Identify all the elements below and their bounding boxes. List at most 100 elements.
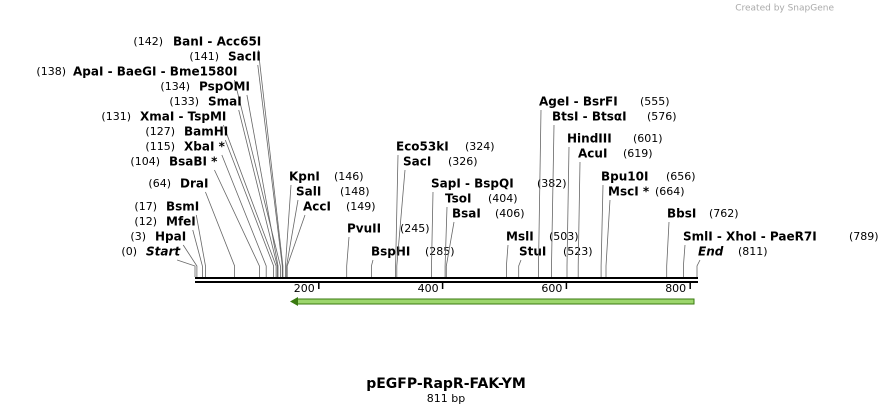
- enzyme-name: MfeI: [166, 215, 196, 229]
- enzyme-name: SacII: [228, 50, 261, 64]
- enzyme-line: [234, 79, 281, 277]
- enzyme-position: (406): [495, 207, 525, 220]
- enzyme-position: (141): [189, 50, 219, 63]
- enzyme-line: [696, 259, 701, 277]
- enzyme-line: [257, 64, 283, 277]
- enzyme-name: BsaI: [452, 207, 481, 221]
- enzyme-line: [223, 124, 277, 277]
- enzyme-line: [177, 259, 196, 277]
- feature-arrow: [290, 297, 695, 306]
- enzyme-position: (523): [563, 245, 593, 258]
- enzyme-line: [605, 199, 611, 277]
- enzyme-name: MscI *: [608, 185, 650, 199]
- enzyme-position: (555): [640, 95, 670, 108]
- scale-label: 400: [418, 282, 439, 295]
- enzyme-line: [195, 214, 206, 277]
- enzyme-position: (12): [134, 215, 157, 228]
- enzyme-name: AgeI - BsrFI: [539, 95, 618, 109]
- enzyme-position: (503): [549, 230, 579, 243]
- enzyme-line: [224, 139, 274, 277]
- enzyme-name: AcuI: [578, 147, 607, 161]
- enzyme-position: (404): [488, 192, 518, 205]
- enzyme-line: [286, 214, 306, 277]
- enzyme-name: XmaI - TspMI: [140, 110, 226, 124]
- enzyme-line: [285, 184, 292, 277]
- enzyme-position: (115): [145, 140, 175, 153]
- enzyme-position: (142): [133, 35, 163, 48]
- enzyme-name: SapI - BspQI: [431, 177, 514, 191]
- enzyme-position: (0): [121, 245, 137, 258]
- enzyme-line: [205, 191, 235, 277]
- enzyme-position: (789): [849, 230, 879, 243]
- enzyme-line: [444, 206, 448, 277]
- enzyme-name: StuI: [519, 245, 546, 259]
- enzyme-line: [551, 124, 555, 277]
- enzyme-line: [538, 109, 542, 277]
- enzyme-line: [396, 169, 406, 277]
- enzyme-position: (149): [346, 200, 376, 213]
- enzyme-name: SacI: [403, 155, 431, 169]
- enzyme-position: (601): [633, 132, 663, 145]
- enzyme-position: (382): [537, 177, 567, 190]
- enzyme-line: [506, 244, 509, 277]
- enzyme-name: SmaI: [208, 95, 242, 109]
- enzyme-position: (127): [145, 125, 175, 138]
- enzyme-line: [192, 229, 203, 277]
- enzyme-position: (762): [709, 207, 739, 220]
- scale-label: 600: [541, 282, 562, 295]
- enzyme-line: [666, 221, 670, 277]
- credit: Created by SnapGene: [735, 4, 834, 14]
- enzyme-line: [518, 259, 522, 277]
- enzyme-position: (326): [448, 155, 478, 168]
- enzyme-name: BanI - Acc65I: [173, 35, 261, 49]
- enzyme-position: (245): [400, 222, 430, 235]
- enzyme-name: MslI: [506, 230, 534, 244]
- enzyme-position: (576): [647, 110, 677, 123]
- enzyme-name: BamHI: [184, 125, 228, 139]
- enzyme-line: [286, 199, 299, 277]
- enzyme-name: BspHI: [371, 245, 410, 259]
- enzyme-line: [577, 161, 581, 277]
- enzyme-line: [600, 184, 604, 277]
- enzyme-position: (134): [160, 80, 190, 93]
- enzyme-position: (64): [148, 177, 171, 190]
- enzyme-name: PvuII: [347, 222, 381, 236]
- enzyme-name: AccI: [303, 200, 331, 214]
- enzyme-name: Eco53kI: [396, 140, 449, 154]
- scale-label: 800: [665, 282, 686, 295]
- enzyme-line: [431, 191, 434, 277]
- enzyme-name: HpaI: [155, 230, 186, 244]
- enzyme-position: (656): [666, 170, 696, 183]
- enzyme-position: (664): [655, 185, 685, 198]
- enzyme-name: DraI: [180, 177, 208, 191]
- enzyme-line: [566, 146, 570, 277]
- enzyme-name: KpnI: [289, 170, 320, 184]
- enzyme-name: TsoI: [445, 192, 471, 206]
- enzyme-line: [221, 154, 267, 277]
- scale-label: 200: [294, 282, 315, 295]
- enzyme-position: (148): [340, 185, 370, 198]
- enzyme-name: HindIII: [567, 132, 612, 146]
- enzyme-position: (324): [465, 140, 495, 153]
- enzyme-name: Start: [146, 245, 181, 259]
- enzyme-line: [371, 259, 374, 277]
- enzyme-name: BtsI - BtsαI: [552, 110, 627, 124]
- enzyme-position: (619): [623, 147, 653, 160]
- enzyme-position: (3): [130, 230, 146, 243]
- enzyme-position: (138): [36, 65, 66, 78]
- enzyme-name: BsmI: [166, 200, 199, 214]
- title: pEGFP-RapR-FAK-YM: [366, 376, 526, 392]
- enzyme-position: (133): [169, 95, 199, 108]
- enzyme-position: (811): [738, 245, 768, 258]
- enzyme-position: (285): [425, 245, 455, 258]
- enzyme-line: [214, 169, 260, 277]
- enzyme-name: SalI: [296, 185, 321, 199]
- enzyme-name: End: [698, 245, 724, 259]
- enzyme-line: [346, 236, 350, 277]
- enzyme-name: SmlI - XhoI - PaeR7I: [683, 230, 817, 244]
- enzyme-name: Bpu10I: [601, 170, 648, 184]
- enzyme-line: [246, 94, 279, 277]
- enzyme-position: (104): [130, 155, 160, 168]
- enzyme-line: [238, 109, 278, 277]
